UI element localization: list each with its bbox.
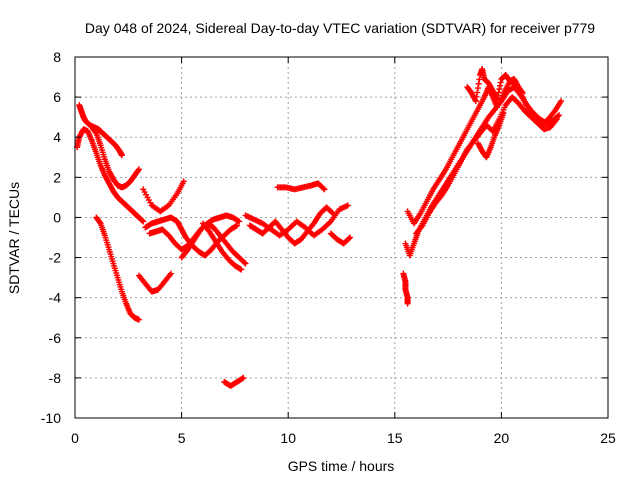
data-point [140, 218, 147, 225]
chart-title: Day 048 of 2024, Sidereal Day-to-day VTE… [85, 20, 595, 36]
data-point [92, 129, 99, 136]
y-tick-label: 4 [53, 129, 61, 145]
x-tick-labels: 0 5 10 15 20 25 [71, 430, 616, 446]
data-point [474, 85, 481, 92]
data-point [558, 98, 565, 105]
x-tick-label: 0 [71, 430, 79, 446]
data-point [554, 113, 561, 120]
series-track-n [274, 180, 328, 193]
y-axis-label: SDTVAR / TECUs [6, 182, 22, 294]
y-tick-label: 6 [53, 89, 61, 105]
y-tick-label: -2 [49, 250, 62, 266]
y-tick-label: 2 [53, 169, 61, 185]
series-track-u [474, 110, 507, 161]
axis-ticks [74, 56, 609, 419]
data-point [519, 90, 526, 97]
series-track-h [199, 220, 245, 273]
series-track-m [242, 202, 351, 239]
x-tick-label: 25 [600, 430, 616, 446]
y-tick-label: -8 [49, 370, 62, 386]
data-point [236, 218, 243, 225]
series-track-q [402, 84, 562, 259]
series-track-i [135, 270, 174, 295]
data-point [494, 92, 501, 99]
data-point [320, 185, 327, 192]
data-point [496, 82, 503, 89]
data-point [347, 234, 354, 241]
series-track-j [140, 178, 187, 215]
data-point [474, 89, 481, 96]
data-point [167, 270, 174, 277]
series-track-g [178, 220, 249, 267]
plot-frame [74, 56, 609, 419]
data-points [74, 66, 565, 389]
series-track-t [464, 66, 526, 105]
series-track-b [74, 126, 147, 225]
y-tick-label: 8 [53, 49, 61, 65]
x-tick-label: 5 [178, 430, 186, 446]
data-point [241, 259, 248, 266]
series-track-o [327, 230, 354, 247]
data-point [497, 79, 504, 86]
data-point [473, 93, 480, 100]
data-point [135, 316, 142, 323]
data-point [328, 209, 335, 216]
data-point [519, 89, 526, 96]
series-track-p [400, 270, 411, 307]
data-point [472, 98, 479, 105]
data-point [238, 266, 245, 273]
data-point [180, 178, 187, 185]
x-tick-label: 10 [280, 430, 296, 446]
data-point [496, 86, 503, 93]
data-point [118, 152, 125, 159]
series-track-c [89, 124, 142, 191]
y-tick-label: 0 [53, 209, 61, 225]
data-point [555, 112, 562, 119]
data-point [345, 235, 352, 242]
data-point [240, 374, 247, 381]
data-point [242, 260, 249, 267]
x-tick-label: 20 [494, 430, 510, 446]
x-axis-label: GPS time / hours [288, 458, 395, 474]
data-point [495, 89, 502, 96]
x-tick-label: 15 [387, 430, 403, 446]
data-point [475, 80, 482, 87]
series-track-d [93, 214, 142, 323]
data-point [404, 300, 411, 307]
data-point [553, 116, 560, 123]
data-point [96, 219, 103, 226]
series-track-e [142, 214, 241, 259]
data-point [344, 202, 351, 209]
data-point [500, 110, 507, 117]
y-tick-label: -6 [49, 330, 62, 346]
data-point [494, 96, 501, 103]
data-point [234, 222, 241, 229]
data-point [321, 186, 328, 193]
data-point [135, 166, 142, 173]
series-track-k [221, 374, 247, 389]
grid [75, 57, 608, 418]
y-tick-labels: -10 -8 -6 -4 -2 0 2 4 6 8 [41, 49, 61, 426]
y-tick-label: -4 [49, 290, 62, 306]
data-point [135, 167, 142, 174]
y-tick-label: -10 [41, 410, 61, 426]
